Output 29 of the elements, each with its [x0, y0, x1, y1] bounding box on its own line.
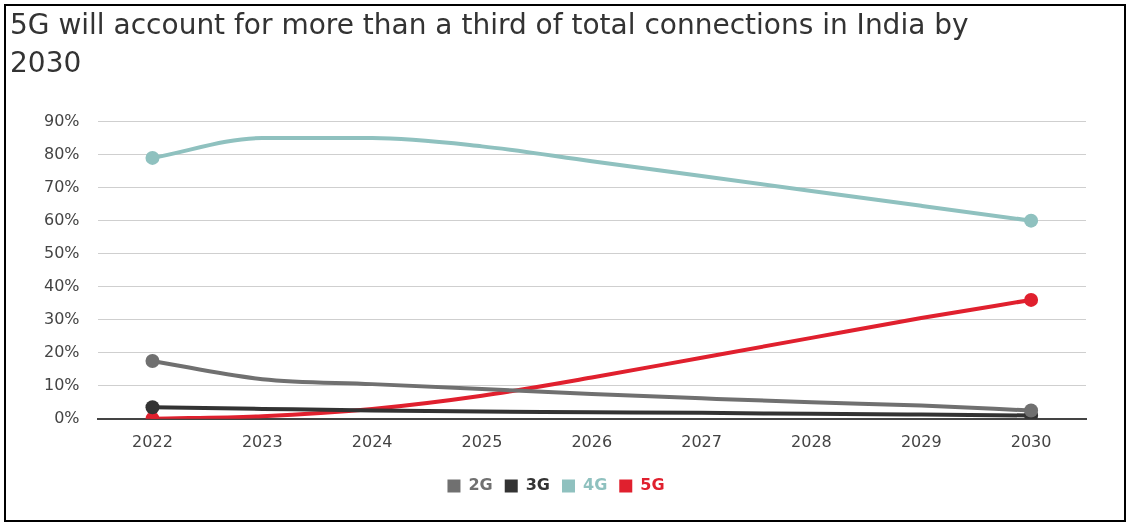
legend-label: 4G — [583, 475, 608, 495]
y-tick-label: 70% — [44, 176, 80, 196]
chart-title: 5G will account for more than a third of total connections in India by 2030 — [10, 7, 970, 81]
y-tick-label: 50% — [44, 242, 80, 262]
point — [1024, 213, 1039, 228]
x-tick-label: 2024 — [351, 431, 393, 451]
y-tick-label: 10% — [44, 374, 80, 394]
x-tick-label: 2026 — [571, 431, 613, 451]
legend-label: 2G — [468, 475, 493, 495]
y-tick-label: 0% — [54, 407, 80, 427]
y-tick-label: 20% — [44, 341, 80, 361]
y-tick-label: 80% — [44, 143, 80, 163]
point — [1024, 403, 1039, 418]
y-tick-label: 30% — [44, 308, 80, 328]
point — [145, 354, 160, 369]
x-tick-label: 2030 — [1010, 431, 1052, 451]
y-tick-label: 40% — [44, 275, 80, 295]
x-tick-label: 2029 — [900, 431, 942, 451]
legend-label: 3G — [525, 475, 550, 495]
legend-label: 5G — [640, 475, 665, 495]
x-tick-label: 2027 — [681, 431, 722, 451]
x-tick-label: 2025 — [461, 431, 503, 451]
point — [145, 150, 160, 165]
y-tick-label: 90% — [44, 110, 80, 130]
x-tick-label: 2023 — [241, 431, 283, 451]
x-tick-label: 2028 — [791, 431, 832, 451]
point — [1024, 292, 1039, 307]
x-tick-label: 2022 — [132, 431, 173, 451]
y-tick-label: 60% — [44, 209, 80, 229]
